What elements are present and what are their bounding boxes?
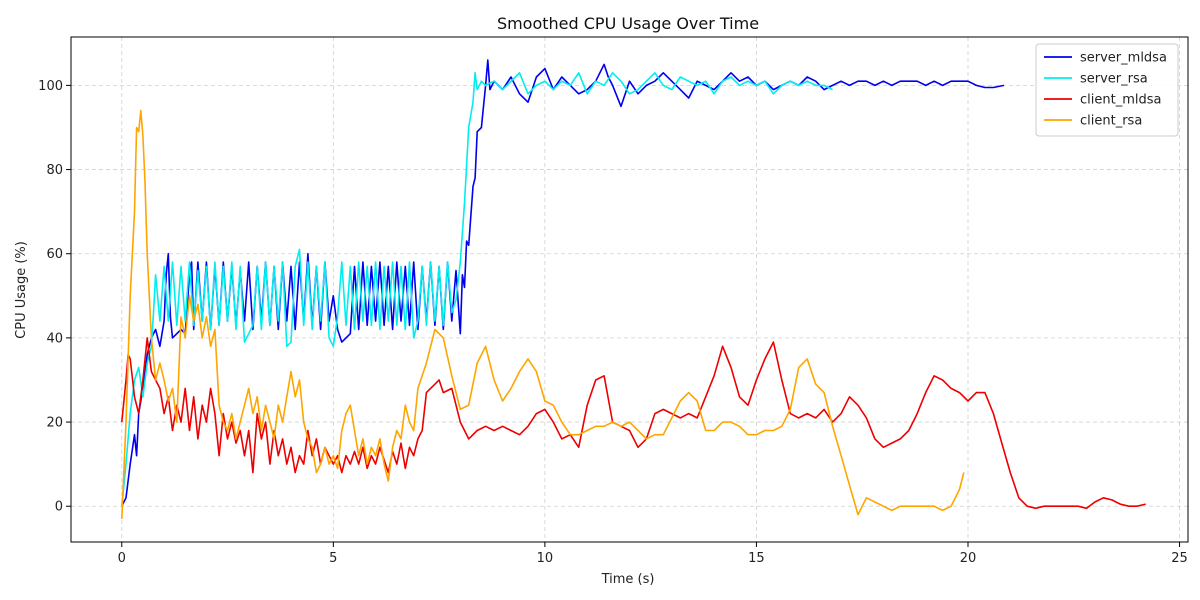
plot-frame: [70, 36, 1189, 543]
legend-label: server_mldsa: [1080, 51, 1167, 66]
legend-label: client_mldsa: [1080, 93, 1161, 108]
grid: [71, 37, 1188, 542]
x-tick-label: 5: [329, 551, 337, 566]
y-axis-label: CPU Usage (%): [14, 241, 29, 339]
chart-title: Smoothed CPU Usage Over Time: [497, 14, 759, 33]
legend-box: [1035, 43, 1179, 137]
series-lines: [121, 59, 1146, 519]
x-tick-label: 0: [118, 551, 126, 566]
y-tick-label: 100: [38, 79, 63, 94]
x-tick-label: 10: [537, 551, 554, 566]
x-axis-label: Time (s): [601, 572, 655, 587]
x-tick-label: 20: [960, 551, 977, 566]
series-line-client-mldsa: [121, 337, 1146, 510]
y-tick-label: 80: [46, 163, 63, 178]
series-line-server-rsa: [121, 72, 833, 507]
legend: server_mldsa server_rsa client_mldsaclient…: [1035, 43, 1179, 137]
x-tick-label: 15: [748, 551, 765, 566]
y-tick-label: 20: [46, 416, 63, 431]
series-line-client-rsa: [121, 109, 965, 519]
y-tick-label: 0: [55, 500, 63, 515]
legend-label: client_rsa: [1080, 114, 1142, 129]
x-tick-label: 25: [1171, 551, 1188, 566]
y-tick-label: 60: [46, 247, 63, 262]
axis-ticks: 0 5 10 15 20 25 0 20 40 60 80 100: [38, 79, 1188, 566]
legend-label: server_rsa: [1080, 72, 1148, 87]
y-tick-label: 40: [46, 331, 63, 346]
